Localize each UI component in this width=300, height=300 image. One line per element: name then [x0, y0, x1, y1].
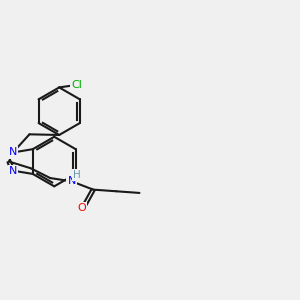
Text: N: N: [9, 166, 17, 176]
Text: O: O: [77, 203, 86, 213]
Text: H: H: [74, 170, 81, 180]
Text: N: N: [9, 148, 17, 158]
Text: N: N: [68, 176, 76, 186]
Text: Cl: Cl: [71, 80, 82, 90]
